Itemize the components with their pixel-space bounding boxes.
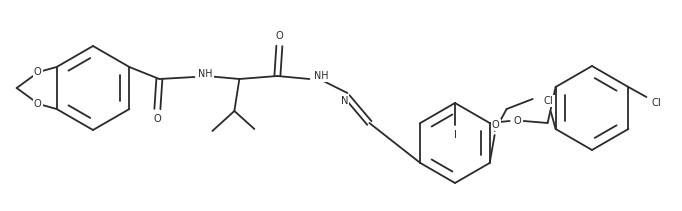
Text: N: N	[340, 96, 348, 106]
Text: O: O	[492, 120, 499, 130]
Text: NH: NH	[314, 71, 329, 81]
Text: O: O	[33, 67, 42, 77]
Text: Cl: Cl	[651, 98, 662, 108]
Text: NH: NH	[198, 69, 213, 79]
Text: I: I	[454, 130, 456, 140]
Text: O: O	[514, 116, 522, 126]
Text: O: O	[276, 31, 283, 41]
Text: Cl: Cl	[544, 96, 554, 106]
Text: O: O	[153, 114, 161, 124]
Text: O: O	[33, 99, 42, 109]
